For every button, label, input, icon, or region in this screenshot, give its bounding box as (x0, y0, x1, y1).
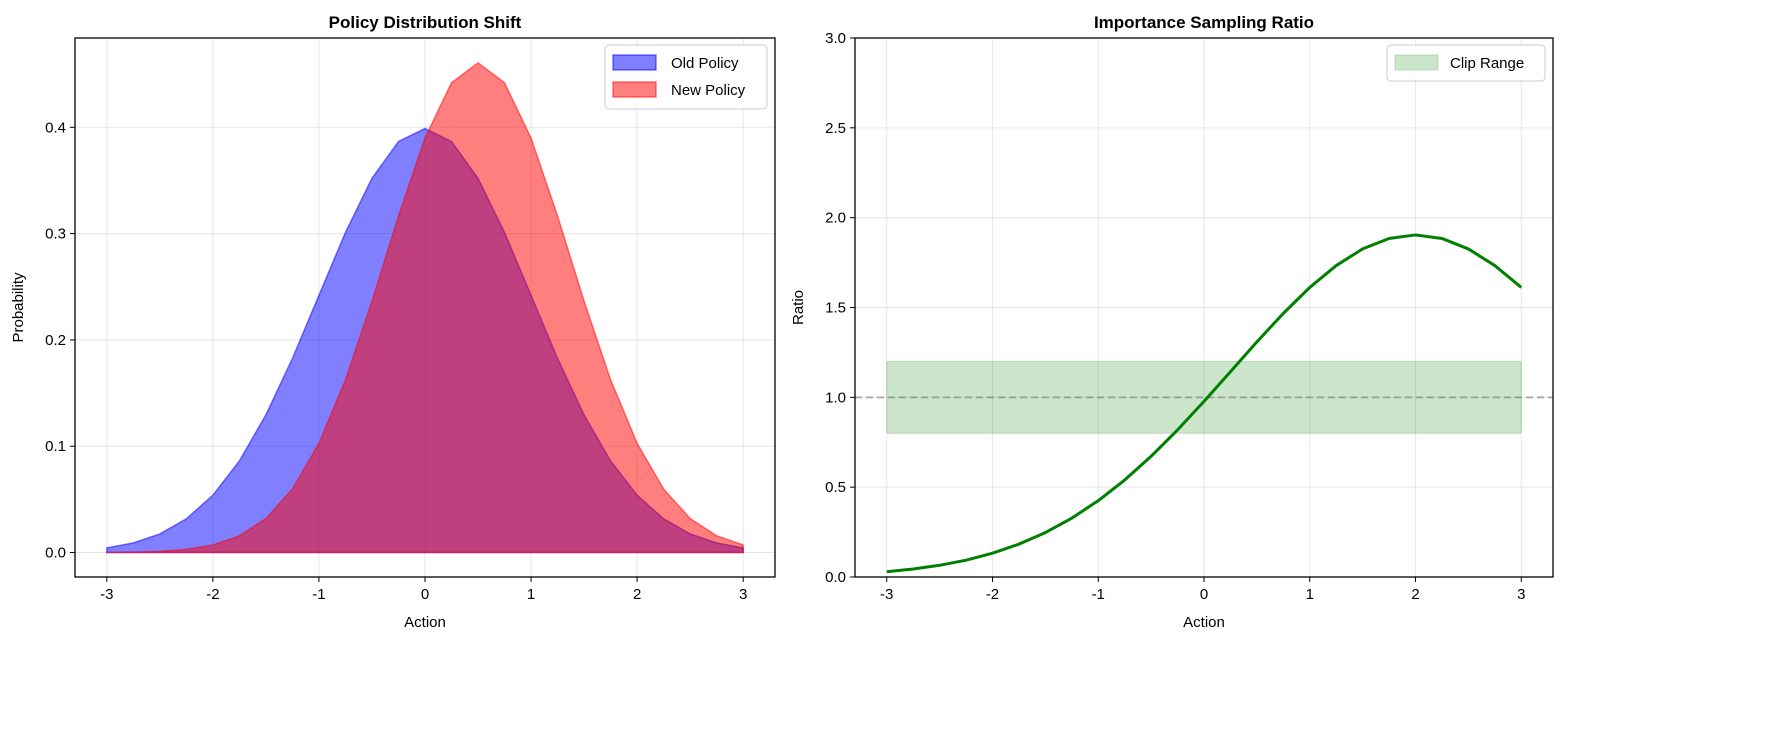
legend-label: Old Policy (671, 55, 739, 72)
x-tick-label: 0 (421, 586, 429, 603)
legend-label: New Policy (671, 82, 746, 99)
axes-frame (854, 37, 1554, 578)
legend-box (1386, 44, 1546, 82)
x-tick-label: 1 (1306, 586, 1314, 603)
y-tick-label: 2.0 (825, 210, 846, 227)
x-tick-label: 3 (739, 586, 747, 603)
y-tick-label: 0.2 (45, 332, 66, 349)
y-tick-label: 3.0 (825, 30, 846, 47)
legend-swatch (612, 54, 657, 71)
y-tick-label: 0.4 (45, 119, 66, 136)
x-tick-label: -1 (1092, 586, 1105, 603)
legend-label: Clip Range (1450, 55, 1524, 72)
y-axis-label: Probability (10, 272, 27, 343)
y-tick-label: 0.5 (825, 479, 846, 496)
ratio-line (886, 233, 1523, 574)
x-axis-label: Action (404, 614, 446, 631)
x-tick-label: 1 (527, 586, 535, 603)
x-tick-label: 2 (1411, 586, 1419, 603)
x-tick-label: 2 (633, 586, 641, 603)
y-tick-label: 1.0 (825, 389, 846, 406)
x-tick-label: -2 (986, 586, 999, 603)
x-tick-label: 0 (1200, 586, 1208, 603)
y-axis-label: Ratio (790, 290, 807, 325)
y-tick-label: 0.0 (825, 569, 846, 586)
y-tick-label: 1.5 (825, 300, 846, 317)
x-tick-label: -2 (206, 586, 219, 603)
x-tick-label: -3 (100, 586, 113, 603)
legend-swatch (612, 81, 657, 98)
y-tick-label: 0.3 (45, 226, 66, 243)
policy-distribution-panel: -3 -2 -1 0 1 2 3 0.0 0.1 0.2 0.3 0.4 Old Policy New P… (10, 13, 776, 631)
x-axis-label: Action (1183, 614, 1225, 631)
chart-title: Policy Distribution Shift (329, 13, 522, 32)
axes-frame (74, 37, 776, 578)
y-tick-label: 0.1 (45, 438, 66, 455)
x-tick-label: -3 (880, 586, 893, 603)
legend-swatch (1394, 54, 1439, 71)
area-new-policy (106, 61, 744, 554)
x-tick-label: -1 (312, 586, 325, 603)
importance-ratio-panel: -3 -2 -1 0 1 2 3 0.0 0.5 1.0 1.5 2.0 2.5 3.0 Clip Rang… (790, 13, 1554, 631)
x-tick-label: 3 (1517, 586, 1525, 603)
y-tick-label: 0.0 (45, 545, 66, 562)
chart-title: Importance Sampling Ratio (1094, 13, 1314, 32)
y-tick-label: 2.5 (825, 120, 846, 137)
